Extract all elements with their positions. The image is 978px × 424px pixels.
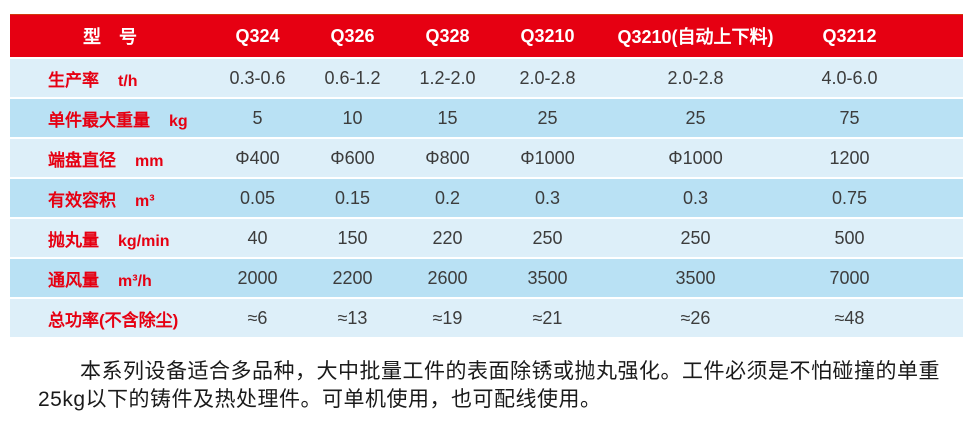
- cell-value: 2200: [305, 257, 400, 297]
- cell-value: 2.0-2.8: [495, 57, 600, 97]
- header-model-label: 型 号: [10, 14, 210, 57]
- cell-value: 5: [210, 97, 305, 137]
- cell-value: 0.75: [791, 177, 963, 217]
- row-label-cell: 抛丸量 kg/min: [10, 217, 210, 257]
- cell-value: 0.3: [495, 177, 600, 217]
- row-label: 单件最大重量: [48, 110, 150, 130]
- table-row-ventilation: 通风量 m³/h 2000 2200 2600 3500 3500 7000: [10, 257, 963, 297]
- table-row-shot-flow-rate: 抛丸量 kg/min 40 150 220 250 250 500: [10, 217, 963, 257]
- cell-value: ≈19: [400, 297, 495, 337]
- cell-value: ≈13: [305, 297, 400, 337]
- header-model-q3210-auto: Q3210(自动上下料): [600, 14, 791, 57]
- cell-value: Φ1000: [495, 137, 600, 177]
- cell-value: Φ1000: [600, 137, 791, 177]
- cell-value: 0.3: [600, 177, 791, 217]
- table-row-max-piece-weight: 单件最大重量 kg 5 10 15 25 25 75: [10, 97, 963, 137]
- cell-value: Φ400: [210, 137, 305, 177]
- header-model-q328: Q328: [400, 14, 495, 57]
- cell-value: 75: [791, 97, 963, 137]
- row-unit: m³: [135, 192, 155, 210]
- table-row-production-rate: 生产率 t/h 0.3-0.6 0.6-1.2 1.2-2.0 2.0-2.8 …: [10, 57, 963, 97]
- row-label-cell: 有效容积 m³: [10, 177, 210, 217]
- header-model-q3210: Q3210: [495, 14, 600, 57]
- cell-value: ≈26: [600, 297, 791, 337]
- row-label: 通风量: [48, 270, 99, 290]
- row-label: 端盘直径: [48, 150, 116, 170]
- cell-value: 0.6-1.2: [305, 57, 400, 97]
- row-label: 生产率: [48, 70, 99, 90]
- table-row-total-power: 总功率(不含除尘) ≈6 ≈13 ≈19 ≈21 ≈26 ≈48: [10, 297, 963, 337]
- table-row-effective-volume: 有效容积 m³ 0.05 0.15 0.2 0.3 0.3 0.75: [10, 177, 963, 217]
- cell-value: 500: [791, 217, 963, 257]
- cell-value: Φ600: [305, 137, 400, 177]
- cell-value: 1200: [791, 137, 963, 177]
- row-unit: kg: [169, 112, 188, 130]
- cell-value: 1.2-2.0: [400, 57, 495, 97]
- row-label-cell: 生产率 t/h: [10, 57, 210, 97]
- cell-value: 4.0-6.0: [791, 57, 963, 97]
- description-paragraph: 本系列设备适合多品种，大中批量工件的表面除锈或抛丸强化。工件必须是不怕碰撞的单重…: [38, 358, 940, 414]
- table-header-row: 型 号 Q324 Q326 Q328 Q3210 Q3210(自动上下料) Q3…: [10, 14, 963, 57]
- page: 型 号 Q324 Q326 Q328 Q3210 Q3210(自动上下料) Q3…: [0, 14, 978, 424]
- description-line-1: 本系列设备适合多品种，大中批量工件的表面除锈或抛丸强化。工件必须是不怕碰撞的单重: [80, 360, 940, 383]
- cell-value: Φ800: [400, 137, 495, 177]
- cell-value: 25: [600, 97, 791, 137]
- cell-value: 220: [400, 217, 495, 257]
- row-unit: kg/min: [118, 232, 170, 250]
- row-label-cell: 单件最大重量 kg: [10, 97, 210, 137]
- cell-value: 0.2: [400, 177, 495, 217]
- cell-value: 40: [210, 217, 305, 257]
- cell-value: 2000: [210, 257, 305, 297]
- spec-table: 型 号 Q324 Q326 Q328 Q3210 Q3210(自动上下料) Q3…: [10, 14, 963, 337]
- cell-value: 0.3-0.6: [210, 57, 305, 97]
- row-unit: m³/h: [118, 272, 152, 290]
- row-label-cell: 通风量 m³/h: [10, 257, 210, 297]
- cell-value: 150: [305, 217, 400, 257]
- row-label: 抛丸量: [48, 230, 99, 250]
- cell-value: 0.15: [305, 177, 400, 217]
- cell-value: 250: [600, 217, 791, 257]
- row-unit: mm: [135, 152, 164, 170]
- row-label: 总功率(不含除尘): [48, 310, 179, 330]
- cell-value: 0.05: [210, 177, 305, 217]
- cell-value: 7000: [791, 257, 963, 297]
- cell-value: ≈6: [210, 297, 305, 337]
- cell-value: ≈21: [495, 297, 600, 337]
- cell-value: 2.0-2.8: [600, 57, 791, 97]
- cell-value: 15: [400, 97, 495, 137]
- row-label-cell: 总功率(不含除尘): [10, 297, 210, 337]
- row-unit: t/h: [118, 72, 138, 90]
- cell-value: 2600: [400, 257, 495, 297]
- cell-value: 3500: [495, 257, 600, 297]
- cell-value: 25: [495, 97, 600, 137]
- row-label-cell: 端盘直径 mm: [10, 137, 210, 177]
- header-model-q324: Q324: [210, 14, 305, 57]
- header-model-q326: Q326: [305, 14, 400, 57]
- cell-value: 10: [305, 97, 400, 137]
- table-row-end-disk-diameter: 端盘直径 mm Φ400 Φ600 Φ800 Φ1000 Φ1000 1200: [10, 137, 963, 177]
- cell-value: 3500: [600, 257, 791, 297]
- row-label: 有效容积: [48, 190, 116, 210]
- description-line-2: 25kg以下的铸件及热处理件。可单机使用，也可配线使用。: [38, 388, 602, 411]
- cell-value: 250: [495, 217, 600, 257]
- header-model-q3212: Q3212: [791, 14, 963, 57]
- cell-value: ≈48: [791, 297, 963, 337]
